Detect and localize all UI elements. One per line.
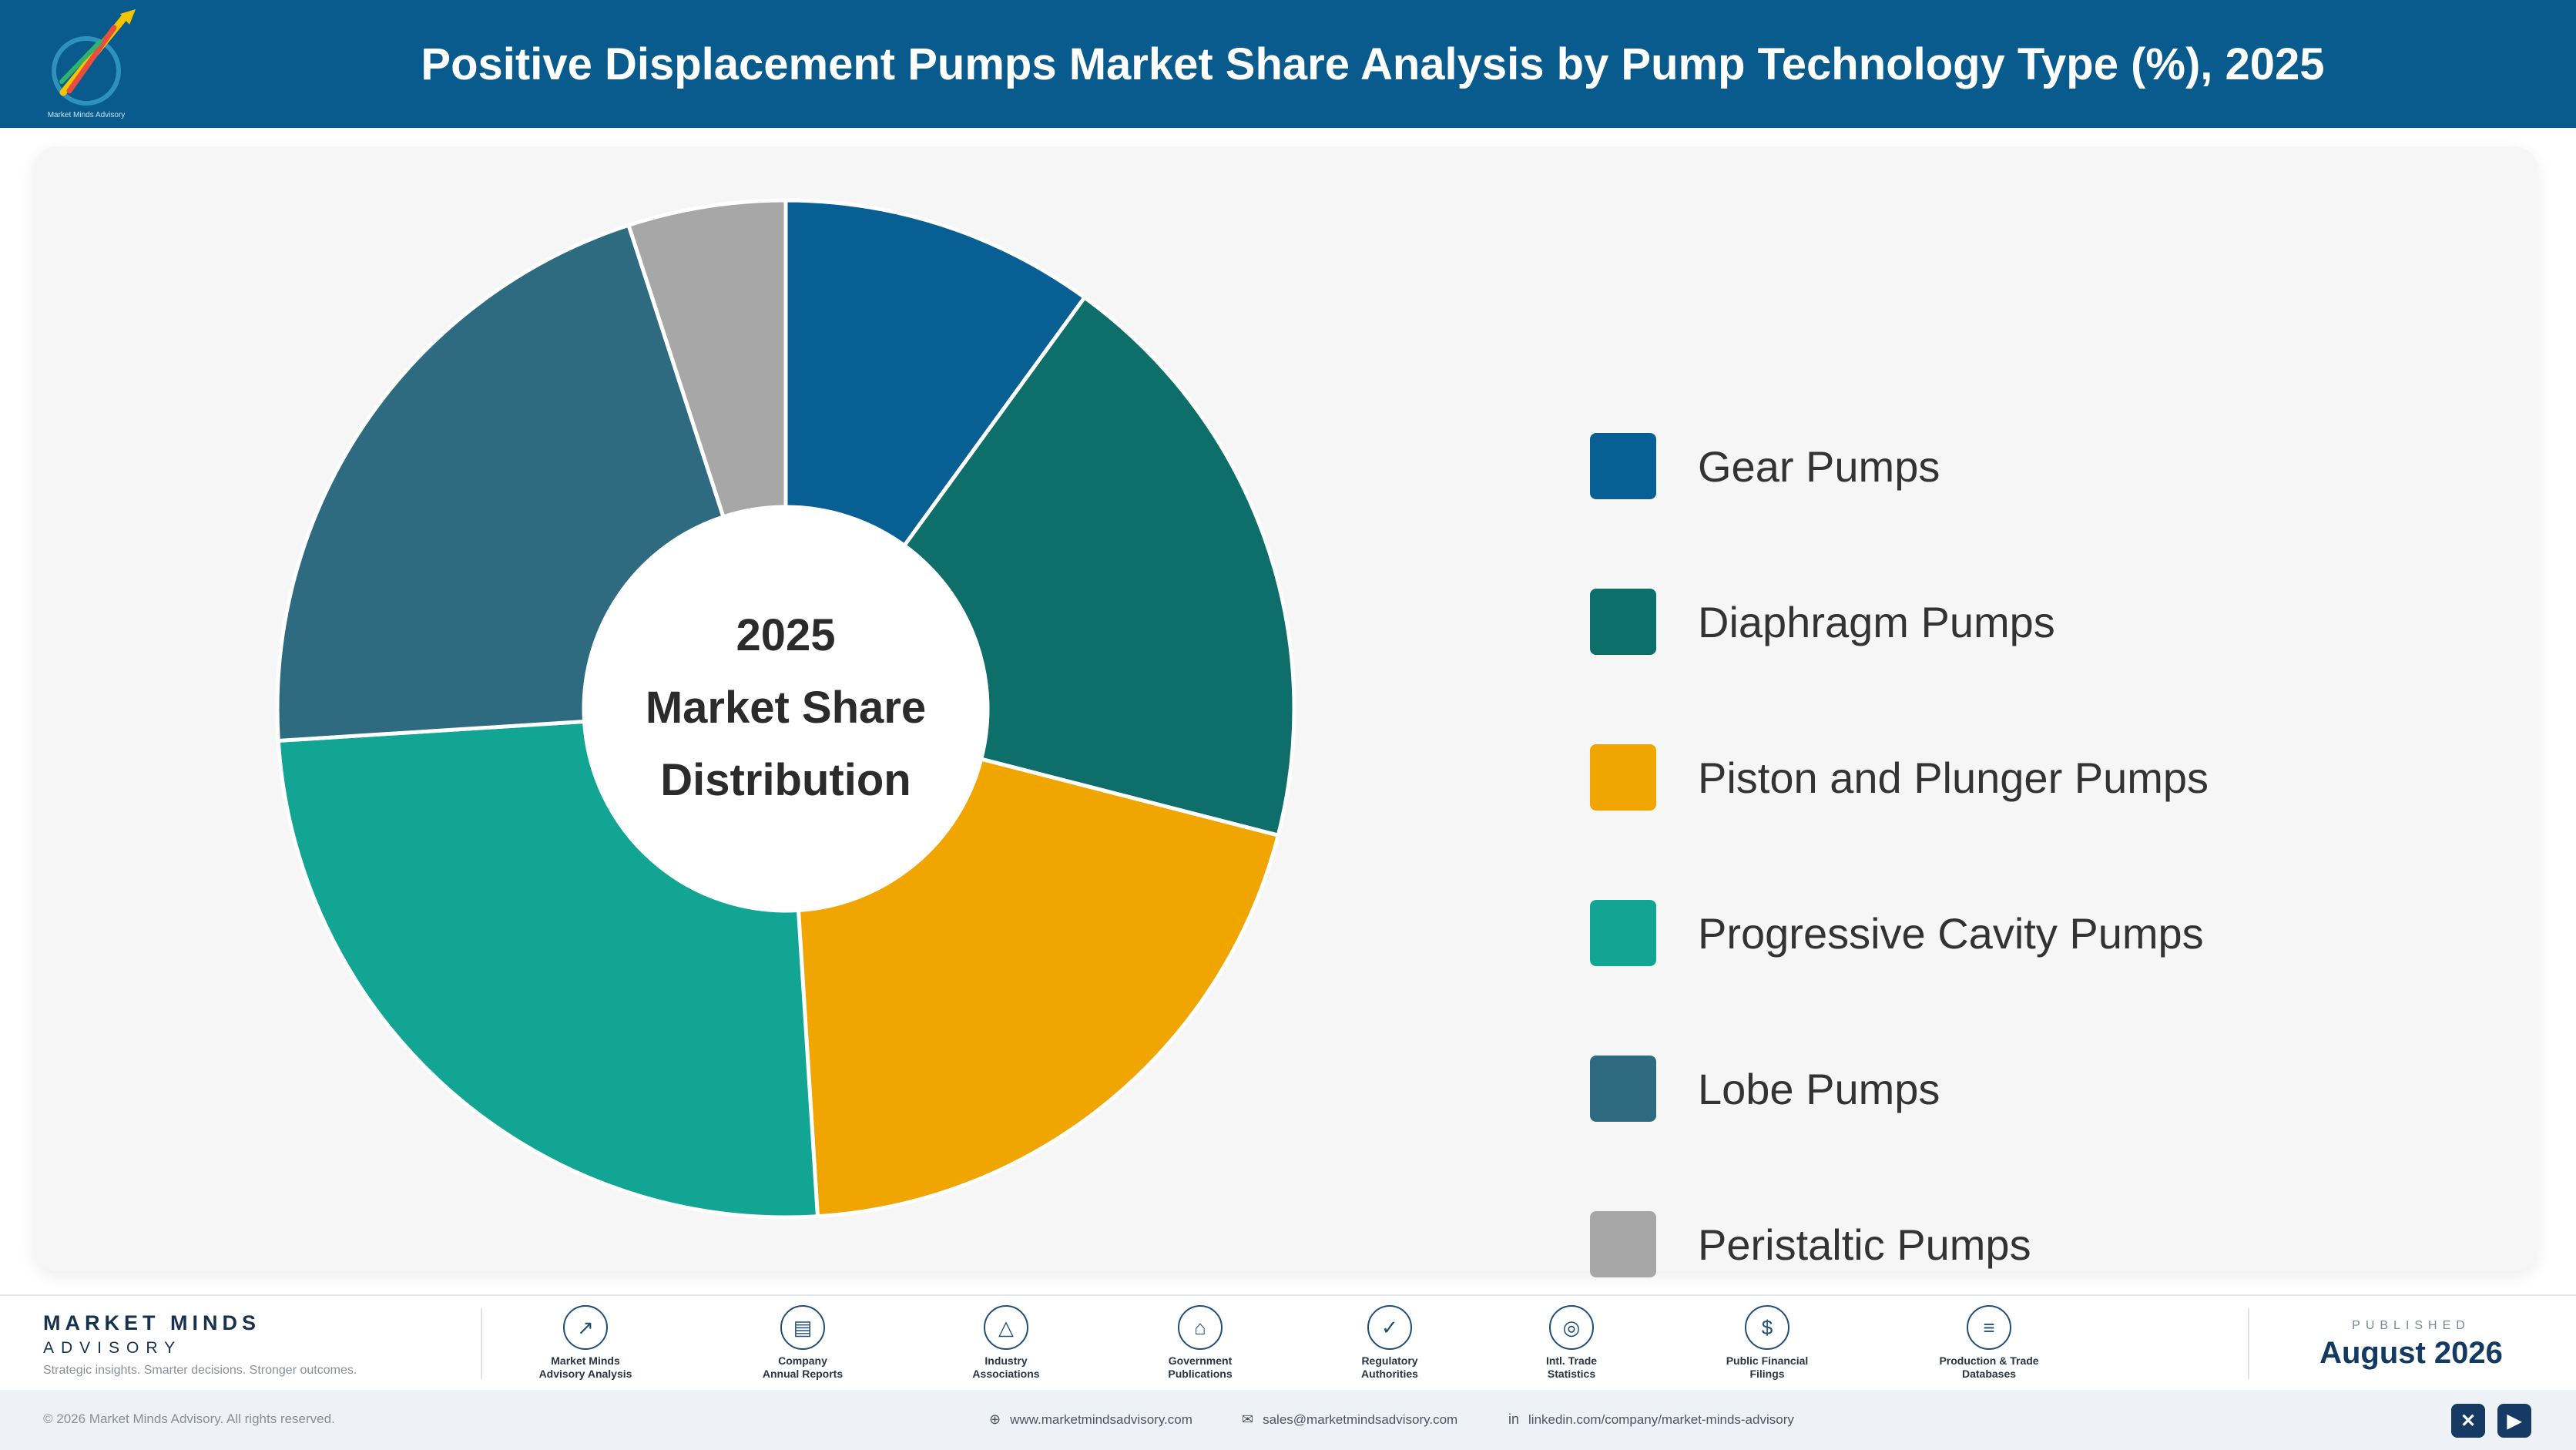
x-icon: ✕ [2460, 1410, 2477, 1432]
page-title: Positive Displacement Pumps Market Share… [421, 39, 2325, 89]
source-dollar-coin: $ Public Financial Filings [1682, 1305, 1852, 1381]
legend-item: Diaphragm Pumps [1590, 589, 2055, 655]
website-link[interactable]: ⊕ www.marketmindsadvisory.com [989, 1411, 1192, 1428]
x-social-button[interactable]: ✕ [2451, 1404, 2485, 1438]
source-trend-chart: ↗ Market Minds Advisory Analysis [501, 1305, 670, 1381]
footer: MARKET MINDS ADVISORY Strategic insights… [0, 1294, 2576, 1390]
database-icon: ≡ [1967, 1305, 2011, 1350]
source-label-line: Intl. Trade [1545, 1354, 1598, 1367]
legend-swatch [1590, 1056, 1656, 1122]
source-document: ▤ Company Annual Reports [718, 1305, 887, 1381]
legend-label: Diaphragm Pumps [1698, 597, 2055, 646]
legend-label: Progressive Cavity Pumps [1698, 908, 2204, 958]
source-label: Intl. Trade Statistics [1487, 1354, 1656, 1381]
source-government-building: ⌂ Government Publications [1115, 1305, 1285, 1381]
donut-center-text: 2025 [736, 610, 835, 660]
source-database: ≡ Production & Trade Databases [1904, 1305, 2074, 1381]
published-date: August 2026 [2319, 1336, 2503, 1370]
source-label-line: Publications [1168, 1368, 1233, 1380]
source-label-line: Statistics [1547, 1368, 1596, 1380]
market-minds-logo-icon: Market Minds Advisory [48, 9, 136, 119]
brand-tagline: Strategic insights. Smarter decisions. S… [43, 1364, 357, 1377]
copyright-text: © 2026 Market Minds Advisory. All rights… [43, 1411, 335, 1426]
source-label-line: Government [1168, 1354, 1233, 1367]
legend-swatch [1590, 1211, 1656, 1277]
source-label-line: Associations [972, 1368, 1040, 1380]
donut-center-text: Distribution [660, 755, 911, 805]
published-label: PUBLISHED [2352, 1319, 2470, 1332]
legend-swatch [1590, 433, 1656, 499]
legend-swatch [1590, 744, 1656, 811]
source-shield-check: ✓ Regulatory Authorities [1305, 1305, 1474, 1381]
shield-check-icon: ✓ [1367, 1305, 1412, 1350]
bottom-bar: © 2026 Market Minds Advisory. All rights… [0, 1390, 2576, 1450]
source-label-line: Authorities [1361, 1368, 1418, 1380]
source-network: △ Industry Associations [921, 1305, 1091, 1381]
mail-icon: ✉ [1242, 1411, 1254, 1427]
source-label-line: Production & Trade [1939, 1354, 2039, 1367]
email-text: sales@marketmindsadvisory.com [1263, 1411, 1458, 1427]
source-globe: ◎ Intl. Trade Statistics [1487, 1305, 1656, 1381]
source-label-line: Market Minds [551, 1354, 620, 1367]
source-label-line: Databases [1961, 1368, 2017, 1380]
legend-item: Lobe Pumps [1590, 1056, 1940, 1122]
donut-hole [584, 507, 988, 911]
linkedin-text: linkedin.com/company/market-minds-adviso… [1528, 1411, 1794, 1427]
legend-swatch [1590, 900, 1656, 966]
source-label-line: Annual Reports [762, 1368, 844, 1380]
legend-label: Piston and Plunger Pumps [1698, 753, 2209, 802]
source-label: Industry Associations [921, 1354, 1091, 1381]
footer-divider [2248, 1308, 2249, 1379]
source-label: Regulatory Authorities [1305, 1354, 1474, 1381]
header-bar: Market Minds Advisory Positive Displacem… [0, 0, 2576, 128]
donut-chart: 2025 Market Share Distribution [275, 198, 1296, 1220]
legend-item: Gear Pumps [1590, 433, 1940, 499]
dollar-coin-icon: $ [1745, 1305, 1789, 1350]
chart-card: 2025 Market Share Distribution Gear Pumps D… [34, 146, 2537, 1277]
youtube-social-button[interactable]: ▶ [2497, 1404, 2531, 1438]
source-label: Production & Trade Databases [1904, 1354, 2074, 1381]
source-label: Company Annual Reports [718, 1354, 887, 1381]
brand-name: MARKET MINDS [43, 1311, 260, 1334]
donut-center-text: Market Share [646, 683, 926, 733]
footer-divider [481, 1308, 482, 1379]
source-label: Government Publications [1115, 1354, 1285, 1381]
legend-item: Peristaltic Pumps [1590, 1211, 2031, 1277]
legend-item: Progressive Cavity Pumps [1590, 900, 2204, 966]
globe-icon: ◎ [1549, 1305, 1594, 1350]
legend-label: Peristaltic Pumps [1698, 1220, 2031, 1269]
email-link[interactable]: ✉ sales@marketmindsadvisory.com [1242, 1411, 1457, 1428]
network-icon: △ [984, 1305, 1028, 1350]
legend-label: Gear Pumps [1698, 441, 1940, 491]
website-text: www.marketmindsadvisory.com [1010, 1411, 1192, 1427]
source-label-line: Company [778, 1354, 827, 1367]
globe-icon: ⊕ [989, 1411, 1001, 1427]
source-label-line: Industry [984, 1354, 1028, 1367]
source-label-line: Advisory Analysis [538, 1368, 632, 1380]
youtube-icon: ▶ [2507, 1410, 2522, 1432]
document-icon: ▤ [780, 1305, 825, 1350]
brand-sub: ADVISORY [43, 1339, 183, 1357]
legend-item: Piston and Plunger Pumps [1590, 744, 2209, 811]
legend-swatch [1590, 589, 1656, 655]
source-label: Public Financial Filings [1682, 1354, 1852, 1381]
source-label-line: Regulatory [1361, 1354, 1418, 1367]
logo-text: Market Minds Advisory [48, 111, 126, 119]
linkedin-link[interactable]: in linkedin.com/company/market-minds-adv… [1508, 1411, 1794, 1428]
trend-chart-icon: ↗ [563, 1305, 608, 1350]
source-label-line: Filings [1749, 1368, 1785, 1380]
government-building-icon: ⌂ [1178, 1305, 1223, 1350]
source-label-line: Public Financial [1726, 1354, 1809, 1367]
linkedin-icon: in [1508, 1411, 1520, 1427]
legend-label: Lobe Pumps [1698, 1064, 1940, 1113]
source-label: Market Minds Advisory Analysis [501, 1354, 670, 1381]
